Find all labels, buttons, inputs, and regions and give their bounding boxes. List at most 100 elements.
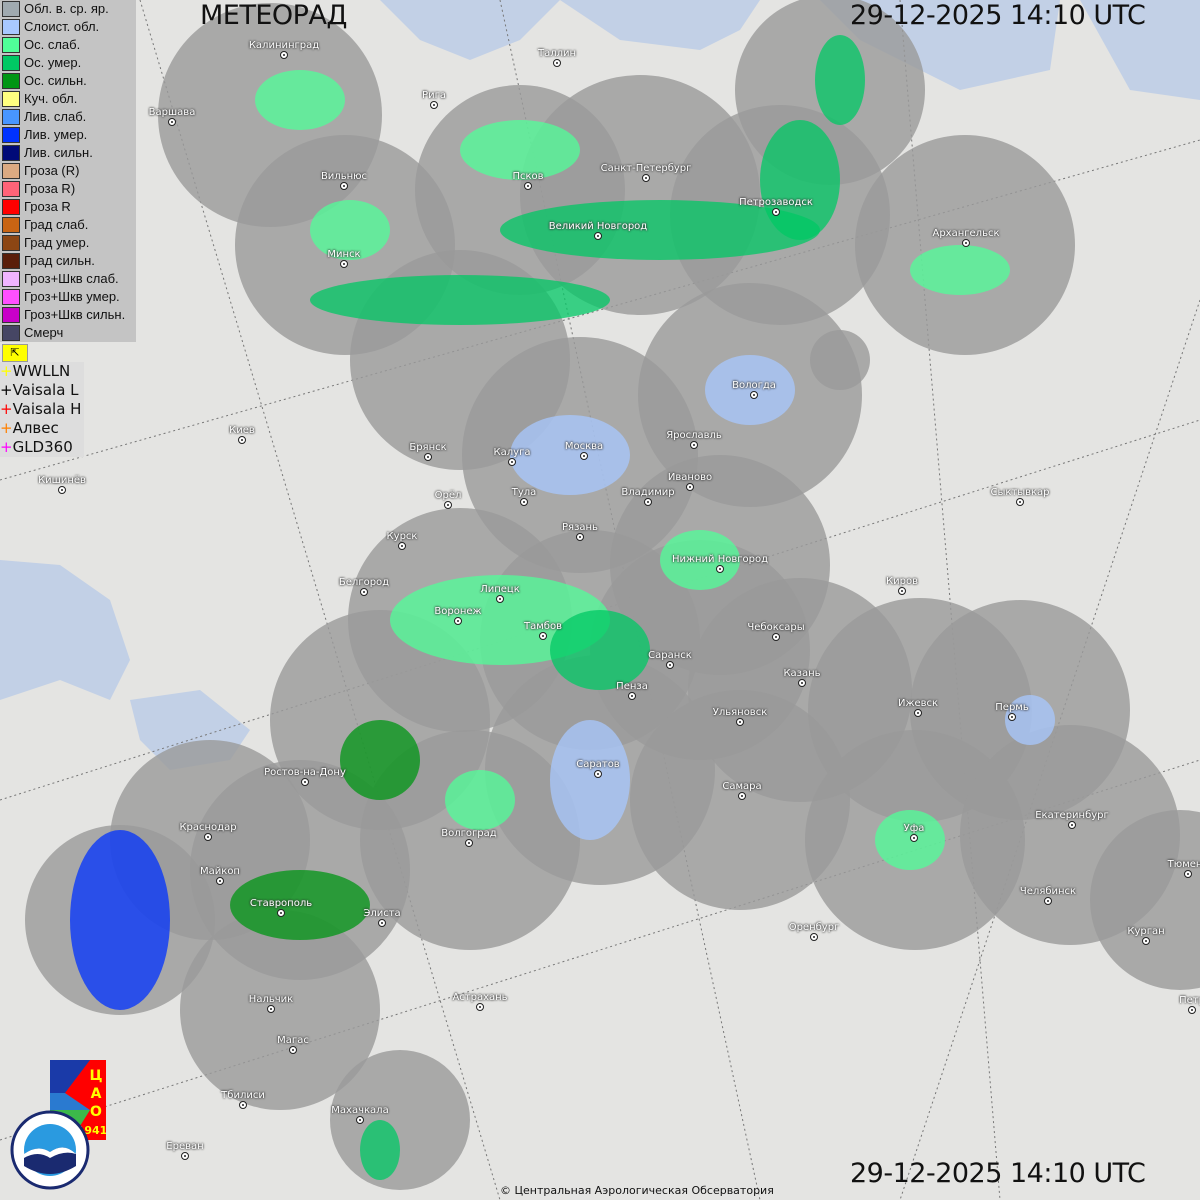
city-label: Самара: [722, 781, 762, 792]
city-label: Архангельск: [932, 228, 1000, 239]
legend-item: Гроз+Шкв слаб.: [0, 270, 133, 288]
city-label: Киев: [229, 425, 255, 436]
city-label: Уфа: [903, 823, 925, 834]
city-label: Астрахань: [452, 992, 508, 1003]
city-label: Екатеринбург: [1035, 810, 1109, 821]
legend-label: Лив. сильн.: [24, 145, 93, 160]
copyright: © Центральная Аэрологическая Обсерватори…: [500, 1184, 774, 1197]
city-label: Иваново: [667, 472, 713, 483]
city-marker-icon: [378, 919, 386, 927]
precip-cell: [310, 275, 610, 325]
lightning-item: +WWLLN: [0, 362, 81, 381]
city-marker-icon: [398, 542, 406, 550]
city-marker-icon: [238, 436, 246, 444]
city-label: Сыктывкар: [990, 487, 1050, 498]
legend-item: Куч. обл.: [0, 90, 133, 108]
city-marker-icon: [553, 59, 561, 67]
city-marker-icon: [810, 933, 818, 941]
flag-toggle-button[interactable]: ⇱: [2, 344, 28, 362]
precip-cell: [550, 720, 630, 840]
city-marker-icon: [168, 118, 176, 126]
city-label: Москва: [564, 441, 604, 452]
city-marker-icon: [216, 877, 224, 885]
legend-swatch: [2, 109, 20, 125]
city-label: Воронеж: [434, 606, 482, 617]
city-label: Тюмень: [1167, 859, 1200, 870]
city-marker-icon: [340, 182, 348, 190]
city-marker-icon: [454, 617, 462, 625]
city-marker-icon: [690, 441, 698, 449]
precip-cell: [500, 200, 820, 260]
legend-label: Лив. слаб.: [24, 109, 87, 124]
precip-cell: [460, 120, 580, 180]
precip-cell: [310, 200, 390, 260]
city-label: Чебоксары: [747, 622, 805, 633]
city-label: Казань: [783, 668, 821, 679]
city-label: Минск: [327, 249, 361, 260]
city-label: Владимир: [621, 487, 675, 498]
legend-label: Гроза (R): [24, 163, 80, 178]
city-label: Тула: [511, 487, 537, 498]
legend-swatch: [2, 163, 20, 179]
city-marker-icon: [628, 692, 636, 700]
city-marker-icon: [508, 458, 516, 466]
city-label: Пенза: [616, 681, 648, 692]
city-marker-icon: [1016, 498, 1024, 506]
legend-item: Обл. в. ср. яр.: [0, 0, 133, 18]
city-marker-icon: [736, 718, 744, 726]
city-label: Брянск: [409, 442, 447, 453]
city-marker-icon: [594, 770, 602, 778]
lightning-item: +GLD360: [0, 438, 81, 457]
city-marker-icon: [576, 533, 584, 541]
precip-cell: [760, 120, 840, 240]
city-marker-icon: [181, 1152, 189, 1160]
timestamp-bottom: 29-12-2025 14:10 UTC: [850, 1158, 1146, 1189]
legend-swatch: [2, 73, 20, 89]
legend-item: Лив. сильн.: [0, 144, 133, 162]
city-label: Курган: [1127, 926, 1165, 937]
legend-label: Гроз+Шкв слаб.: [24, 271, 119, 286]
city-label: Рига: [422, 90, 446, 101]
legend-item: Гроза R): [0, 180, 133, 198]
city-marker-icon: [277, 909, 285, 917]
city-marker-icon: [914, 709, 922, 717]
city-marker-icon: [476, 1003, 484, 1011]
legend-swatch: [2, 325, 20, 341]
city-marker-icon: [496, 595, 504, 603]
precip-cell: [340, 720, 420, 800]
legend-label: Гроза R): [24, 181, 76, 196]
legend-item: Ос. слаб.: [0, 36, 133, 54]
city-label: Челябинск: [1019, 886, 1077, 897]
city-marker-icon: [1044, 897, 1052, 905]
city-marker-icon: [716, 565, 724, 573]
legend-item: Гроз+Шкв сильн.: [0, 306, 133, 324]
city-label: Махачкала: [331, 1105, 389, 1116]
legend-swatch: [2, 289, 20, 305]
lightning-item: +Vaisala H: [0, 400, 81, 419]
legend-item: Гроза (R): [0, 162, 133, 180]
legend-swatch: [2, 145, 20, 161]
legend-label: Гроз+Шкв сильн.: [24, 307, 126, 322]
city-label: Белгород: [338, 577, 390, 588]
legend-swatch: [2, 307, 20, 323]
precip-cell: [815, 35, 865, 125]
precip-cell: [705, 355, 795, 425]
legend-swatch: [2, 37, 20, 53]
lightning-label: WWLLN: [12, 362, 71, 380]
city-marker-icon: [465, 839, 473, 847]
precip-cell: [255, 70, 345, 130]
legend-item: Ос. сильн.: [0, 72, 133, 90]
legend-swatch: [2, 127, 20, 143]
precip-cell: [510, 415, 630, 495]
legend-swatch: [2, 19, 20, 35]
city-marker-icon: [686, 483, 694, 491]
city-label: Калининград: [248, 40, 320, 51]
legend-swatch: [2, 235, 20, 251]
precip-cell: [360, 1120, 400, 1180]
lightning-cross-icon: +: [0, 400, 13, 418]
precip-cell: [445, 770, 515, 830]
legend-label: Гроза R: [24, 199, 71, 214]
legend-swatch: [2, 1, 20, 17]
city-label: Нальчик: [248, 994, 294, 1005]
